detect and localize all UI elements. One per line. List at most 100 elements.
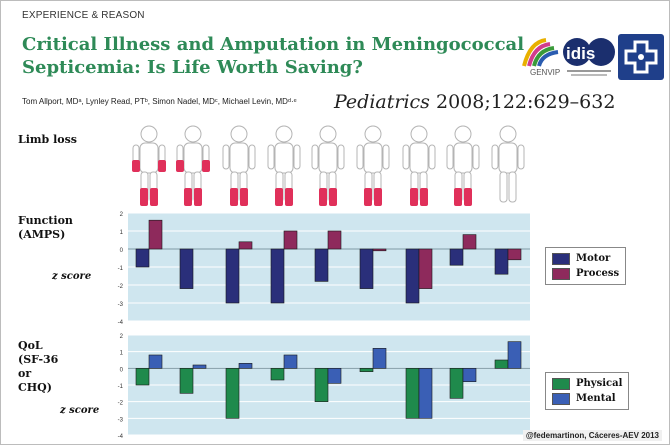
y-tick-label: 2 [120,212,124,218]
legend-physical-swatch [552,377,570,390]
amputation-right-foot [329,188,337,206]
child-right-arm [337,144,345,170]
bar-process [283,230,298,250]
child-left-arm [267,144,275,170]
child-figure [356,125,390,206]
child-head [364,125,382,143]
legend-process: Process [552,266,619,281]
limb-loss-label: Limb loss [18,133,77,146]
y-tick-label: 2 [120,334,124,340]
function-legend: Motor Process [545,247,627,285]
amputation-right-foot [194,188,202,206]
function-zscore-label: z score [52,271,92,282]
qol-label-line4: CHQ) [18,381,52,394]
legend-mental: Mental [552,391,622,406]
child-figure [311,125,345,206]
bar-physical [449,368,464,399]
bar-process [238,241,253,250]
amputation-right-foot [374,188,382,206]
child-right-arm [472,144,480,170]
qol-label: QoL (SF-36 or CHQ) [18,339,58,395]
legend-process-swatch [552,267,570,280]
child-right-arm [428,144,436,170]
paper-title: Critical Illness and Amputation in Menin… [22,33,525,79]
y-tick-label: -3 [118,417,124,423]
child-torso [229,142,249,174]
author-list: Tom Allport, MDᵃ, Lynley Read, PTᵇ, Simo… [22,97,297,106]
bar-physical [359,368,374,372]
child-head [454,125,472,143]
child-figure [402,125,436,206]
bar-mental [148,354,163,369]
child-figure [222,125,256,206]
function-label-line1: Function [18,214,73,227]
legend-motor: Motor [552,251,619,266]
child-left-arm [446,144,454,170]
amputation-right-hand [158,160,166,172]
bar-mental [192,364,207,369]
child-torso [498,142,518,174]
function-label-line2: (AMPS) [18,228,66,241]
idis-logo-text: idis [566,44,595,63]
bar-physical [225,368,240,419]
child-right-leg [508,171,517,203]
legend-process-label: Process [576,268,620,279]
child-figure [446,125,480,206]
qol-label-line1: QoL [18,339,43,352]
child-left-arm [222,144,230,170]
bar-motor [314,248,329,282]
y-tick-label: -3 [118,302,124,308]
amputation-left-foot [275,188,283,206]
amputation-right-foot [150,188,158,206]
amputation-left-foot [230,188,238,206]
child-right-arm [382,144,390,170]
child-head [319,125,337,143]
child-head [140,125,158,143]
child-figure [491,125,525,203]
y-tick-label: 0 [120,248,124,254]
y-tick-label: -4 [118,434,124,440]
y-tick-label: -1 [118,266,124,272]
bar-mental [507,341,522,369]
legend-motor-label: Motor [576,253,611,264]
y-tick-label: -2 [118,401,124,407]
section-label: EXPERIENCE & REASON [22,10,145,21]
child-torso [139,142,159,174]
cross-logo [618,34,664,80]
amputation-right-foot [240,188,248,206]
bar-physical [494,359,509,369]
y-tick-label: -4 [118,320,124,326]
child-torso [453,142,473,174]
child-left-leg [499,171,508,203]
child-left-arm [402,144,410,170]
bar-mental [418,368,433,419]
child-torso [274,142,294,174]
child-torso [409,142,429,174]
bar-process [507,248,522,261]
bar-process [148,219,163,250]
child-head [184,125,202,143]
bar-mental [238,363,253,369]
limb-loss-figures [132,125,525,206]
legend-physical: Physical [552,376,622,391]
function-label: Function (AMPS) [18,214,73,242]
idis-logo: idis [563,38,615,76]
child-head [410,125,428,143]
child-right-arm [248,144,256,170]
paper-title-line1: Critical Illness and Amputation in Menin… [22,34,525,55]
amputation-right-foot [420,188,428,206]
child-right-arm [293,144,301,170]
amputation-left-foot [454,188,462,206]
bar-physical [179,368,194,394]
bar-physical [135,368,150,386]
bar-motor [135,248,150,268]
child-head [499,125,517,143]
amputation-right-foot [285,188,293,206]
bar-mental [283,354,298,369]
amputation-right-foot [464,188,472,206]
amputation-left-foot [140,188,148,206]
qol-chart: 2 1 0 -1 -2 -3 -4 [118,334,530,440]
bar-process [418,248,433,289]
amputation-left-hand [176,160,184,172]
child-figure [267,125,301,206]
